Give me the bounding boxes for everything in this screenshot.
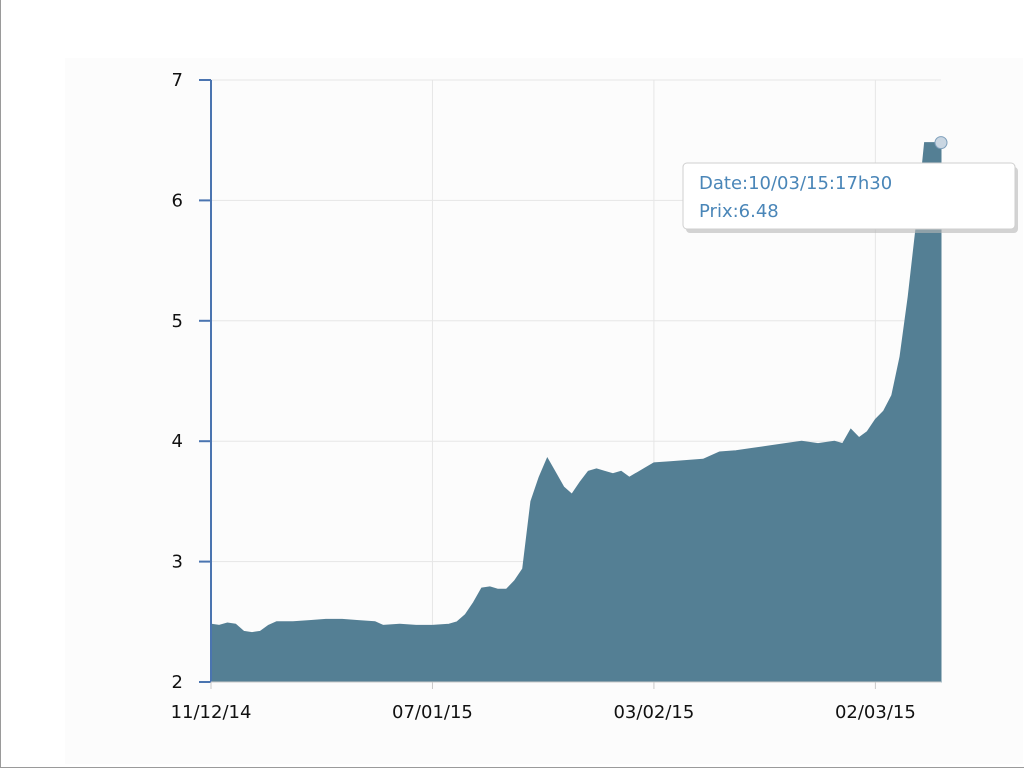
x-tick-labels: 11/12/14 07/01/15 03/02/15 02/03/15 bbox=[171, 702, 916, 723]
price-area bbox=[210, 142, 942, 683]
y-tick-label: 3 bbox=[172, 552, 183, 573]
tooltip-box bbox=[682, 162, 1016, 230]
hover-point bbox=[934, 136, 948, 150]
x-tick-label: 02/03/15 bbox=[835, 702, 916, 723]
x-tick-label: 03/02/15 bbox=[613, 702, 694, 723]
tooltip-date: Date:10/03/15:17h30 bbox=[699, 173, 892, 194]
y-tick-label: 7 bbox=[172, 70, 183, 91]
x-tick-label: 11/12/14 bbox=[171, 702, 252, 723]
axes bbox=[199, 79, 941, 689]
y-tick-label: 2 bbox=[172, 672, 183, 693]
y-tick-label: 5 bbox=[172, 311, 183, 332]
y-tick-labels: 2 3 4 5 6 7 bbox=[172, 70, 183, 693]
x-tick-label: 07/01/15 bbox=[392, 702, 473, 723]
tooltip: Date:10/03/15:17h30 Prix:6.48 bbox=[682, 162, 1018, 233]
tooltip-price: Prix:6.48 bbox=[699, 201, 779, 222]
y-tick-label: 4 bbox=[172, 431, 183, 452]
hover-marker bbox=[934, 136, 948, 150]
y-tick-label: 6 bbox=[172, 190, 183, 211]
